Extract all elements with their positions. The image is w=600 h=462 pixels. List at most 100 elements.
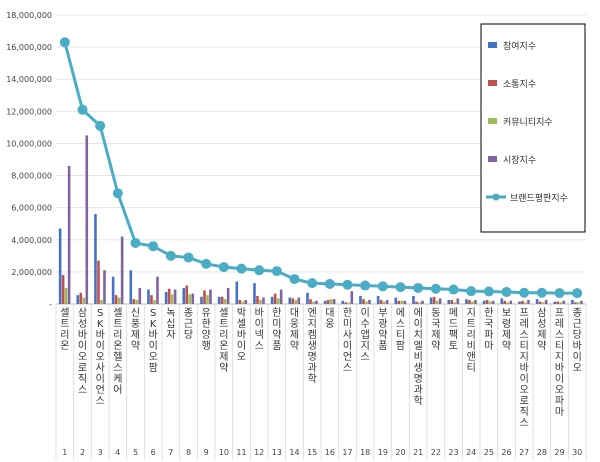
line-point xyxy=(307,278,318,289)
bar xyxy=(438,298,442,304)
bar xyxy=(453,302,457,304)
bar xyxy=(482,300,486,304)
bar xyxy=(244,299,248,304)
legend-label: 참여지수 xyxy=(503,40,536,52)
bar xyxy=(253,283,256,304)
legend-label: 소통지수 xyxy=(503,79,536,90)
bar xyxy=(429,297,433,304)
bar xyxy=(544,299,548,304)
bar xyxy=(153,299,156,304)
bar xyxy=(117,297,121,304)
bar xyxy=(465,299,468,304)
rank-label: 16 xyxy=(325,448,335,457)
bar xyxy=(291,298,295,304)
line-point xyxy=(236,263,247,274)
rank-label: 10 xyxy=(219,448,229,457)
bar xyxy=(556,301,560,304)
bar xyxy=(503,300,507,304)
rank-label: 11 xyxy=(236,448,246,457)
line-point xyxy=(572,288,583,299)
line-point xyxy=(218,262,229,273)
bar xyxy=(394,297,398,304)
bar xyxy=(521,300,524,304)
rank-label: 21 xyxy=(413,448,423,457)
rank-label: 26 xyxy=(501,448,511,457)
bar xyxy=(235,281,239,304)
rank-label: 19 xyxy=(378,448,388,457)
bar xyxy=(138,287,142,304)
bar xyxy=(259,299,262,304)
bar xyxy=(276,298,280,304)
bar xyxy=(100,299,103,304)
bar xyxy=(132,299,136,304)
bar xyxy=(217,296,221,304)
line-point xyxy=(483,286,494,297)
bar xyxy=(150,295,153,304)
bar xyxy=(170,294,174,304)
bar xyxy=(347,302,351,304)
line-point xyxy=(148,241,159,252)
bar xyxy=(500,298,504,304)
y-tick-label: 16,000,000 xyxy=(6,43,52,52)
line-point xyxy=(519,287,530,298)
bar xyxy=(432,296,436,304)
bar xyxy=(203,290,206,304)
line-point xyxy=(430,283,441,294)
bar xyxy=(385,299,389,304)
bar xyxy=(365,301,368,304)
bar xyxy=(111,276,115,304)
rank-label: 3 xyxy=(98,448,103,457)
line-point xyxy=(271,266,282,277)
bar xyxy=(326,299,330,304)
bar xyxy=(273,293,277,304)
bar xyxy=(315,300,318,304)
bar xyxy=(421,300,424,304)
line-point xyxy=(324,278,335,289)
bar xyxy=(527,299,530,304)
rank-label: 15 xyxy=(307,448,317,457)
bar xyxy=(382,301,386,304)
legend-swatch xyxy=(488,118,497,124)
y-tick-label: 8,000,000 xyxy=(11,172,52,181)
rank-label: 6 xyxy=(151,448,156,457)
bar xyxy=(312,301,315,304)
line-point xyxy=(377,281,388,292)
bar xyxy=(553,301,557,304)
rank-label: 29 xyxy=(554,448,564,457)
line-point xyxy=(413,282,424,293)
bar xyxy=(468,299,471,304)
legend-swatch xyxy=(488,156,497,162)
bar xyxy=(559,302,563,304)
line-point xyxy=(112,188,123,199)
bar xyxy=(76,295,80,304)
bar xyxy=(288,297,292,304)
rank-label: 23 xyxy=(448,448,458,457)
bar xyxy=(206,295,209,304)
bar xyxy=(129,270,133,304)
bar xyxy=(571,299,574,304)
bar xyxy=(400,300,404,304)
bar xyxy=(485,299,489,304)
bar xyxy=(61,275,65,304)
rank-label: 8 xyxy=(186,448,191,457)
line-point xyxy=(183,252,194,263)
legend-label: 브랜드평판지수 xyxy=(510,193,568,204)
line-point xyxy=(395,282,406,293)
bar xyxy=(329,299,333,304)
line-point xyxy=(201,258,212,269)
bar xyxy=(103,270,106,304)
line-point xyxy=(536,287,547,298)
y-tick-label: 18,000,000 xyxy=(6,11,52,20)
legend-swatch xyxy=(488,80,497,86)
